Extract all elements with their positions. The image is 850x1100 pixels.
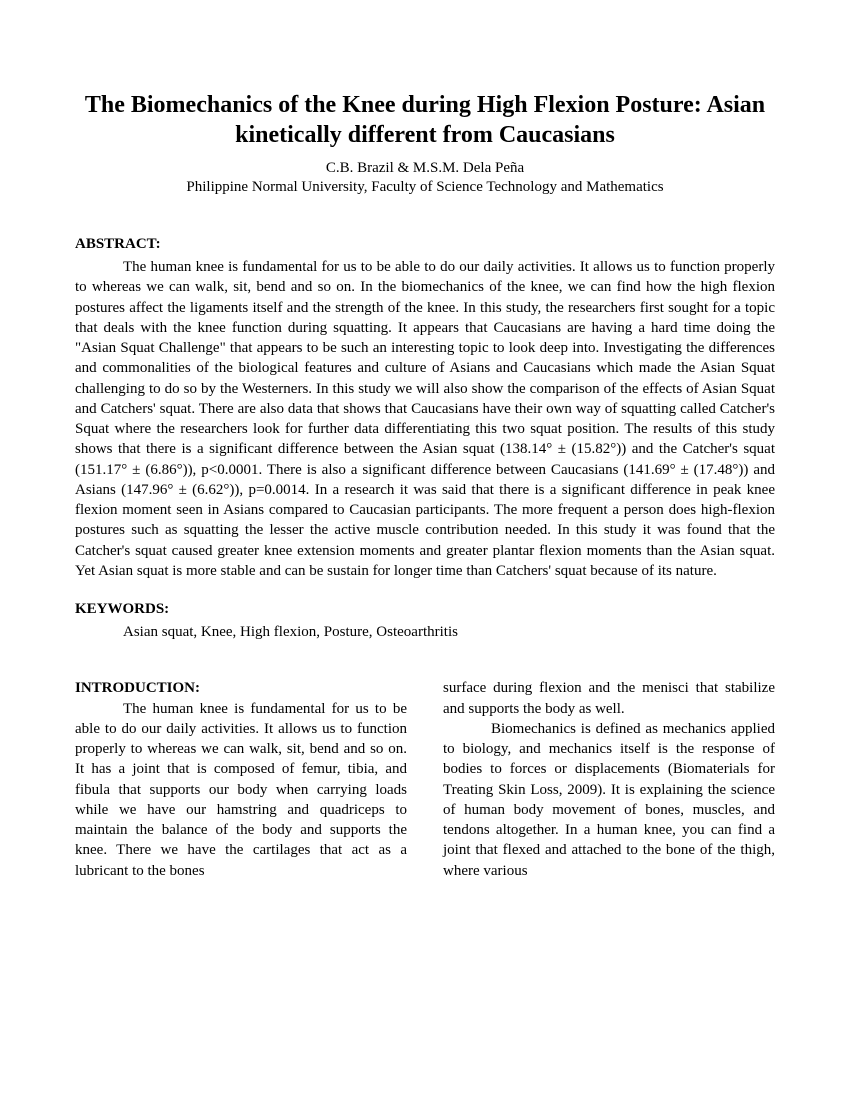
keywords-body: Asian squat, Knee, High flexion, Posture… [75, 622, 775, 642]
paper-title: The Biomechanics of the Knee during High… [75, 90, 775, 150]
keywords-heading: KEYWORDS: [75, 601, 775, 618]
authors: C.B. Brazil & M.S.M. Dela Peña [75, 160, 775, 177]
abstract-heading: ABSTRACT: [75, 236, 775, 253]
title-line-2: kinetically different from Caucasians [235, 122, 615, 148]
intro-paragraph-1-cont: surface during flexion and the menisci t… [443, 678, 775, 719]
right-column: surface during flexion and the menisci t… [443, 678, 775, 881]
affiliation: Philippine Normal University, Faculty of… [75, 179, 775, 196]
intro-paragraph-2: Biomechanics is defined as mechanics app… [443, 719, 775, 881]
intro-paragraph-1: The human knee is fundamental for us to … [75, 699, 407, 881]
left-column: INTRODUCTION: The human knee is fundamen… [75, 678, 407, 881]
abstract-body: The human knee is fundamental for us to … [75, 257, 775, 581]
introduction-heading: INTRODUCTION: [75, 680, 200, 696]
title-line-1: The Biomechanics of the Knee during High… [85, 92, 765, 118]
two-column-body: INTRODUCTION: The human knee is fundamen… [75, 678, 775, 881]
